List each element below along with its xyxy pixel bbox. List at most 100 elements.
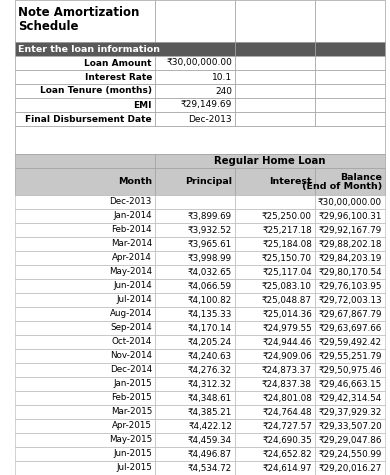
Text: ₹4,032.65: ₹4,032.65 xyxy=(188,267,232,276)
Bar xyxy=(15,42,235,56)
Text: ₹29,67,867.79: ₹29,67,867.79 xyxy=(319,310,382,319)
Text: Loan Tenure (months): Loan Tenure (months) xyxy=(40,86,152,95)
Bar xyxy=(155,279,235,293)
Text: Interest: Interest xyxy=(269,177,312,186)
Bar xyxy=(155,195,235,209)
Bar xyxy=(155,237,235,251)
Text: 10.1: 10.1 xyxy=(212,73,232,82)
Bar xyxy=(15,419,155,433)
Bar xyxy=(15,112,155,126)
Bar xyxy=(15,391,155,405)
Text: ₹29,92,167.79: ₹29,92,167.79 xyxy=(319,226,382,235)
Text: ₹29,59,492.42: ₹29,59,492.42 xyxy=(319,338,382,346)
Text: ₹29,29,047.86: ₹29,29,047.86 xyxy=(319,436,382,445)
Bar xyxy=(155,405,235,419)
Bar xyxy=(235,209,315,223)
Text: ₹4,276.32: ₹4,276.32 xyxy=(188,365,232,374)
Bar xyxy=(15,251,155,265)
Bar xyxy=(235,84,315,98)
Bar xyxy=(235,293,315,307)
Text: Mar-2015: Mar-2015 xyxy=(111,408,152,417)
Text: ₹4,240.63: ₹4,240.63 xyxy=(188,352,232,361)
Bar xyxy=(235,70,315,84)
Text: ₹29,20,016.27: ₹29,20,016.27 xyxy=(319,464,382,473)
Bar xyxy=(15,56,155,70)
Bar xyxy=(15,154,155,168)
Text: Mar-2014: Mar-2014 xyxy=(111,239,152,248)
Bar xyxy=(235,419,315,433)
Bar xyxy=(315,0,385,42)
Bar xyxy=(235,461,315,475)
Bar xyxy=(315,461,385,475)
Text: ₹4,066.59: ₹4,066.59 xyxy=(188,282,232,291)
Bar xyxy=(315,377,385,391)
Text: ₹29,76,103.95: ₹29,76,103.95 xyxy=(319,282,382,291)
Text: ₹24,873.37: ₹24,873.37 xyxy=(262,365,312,374)
Text: ₹29,96,100.31: ₹29,96,100.31 xyxy=(319,211,382,220)
Bar xyxy=(155,56,235,70)
Bar xyxy=(235,279,315,293)
Text: ₹24,837.38: ₹24,837.38 xyxy=(262,380,312,389)
Bar xyxy=(235,237,315,251)
Bar xyxy=(235,363,315,377)
Text: ₹29,24,550.99: ₹29,24,550.99 xyxy=(319,449,382,458)
Text: ₹24,690.35: ₹24,690.35 xyxy=(262,436,312,445)
Bar xyxy=(15,223,155,237)
Text: Enter the loan information: Enter the loan information xyxy=(18,45,160,54)
Bar xyxy=(315,168,385,195)
Text: 240: 240 xyxy=(215,86,232,95)
Text: ₹24,652.82: ₹24,652.82 xyxy=(262,449,312,458)
Bar xyxy=(315,98,385,112)
Bar xyxy=(235,56,315,70)
Bar xyxy=(315,307,385,321)
Bar xyxy=(155,98,235,112)
Bar xyxy=(315,447,385,461)
Text: ₹25,217.18: ₹25,217.18 xyxy=(262,226,312,235)
Bar xyxy=(315,195,385,209)
Bar xyxy=(315,42,385,56)
Bar xyxy=(15,405,155,419)
Text: (End of Month): (End of Month) xyxy=(302,182,382,191)
Bar xyxy=(235,168,315,195)
Bar xyxy=(155,433,235,447)
Bar xyxy=(15,209,155,223)
Text: ₹25,083.10: ₹25,083.10 xyxy=(262,282,312,291)
Bar xyxy=(15,447,155,461)
Text: ₹29,55,251.79: ₹29,55,251.79 xyxy=(319,352,382,361)
Bar xyxy=(155,447,235,461)
Bar xyxy=(155,0,235,42)
Bar xyxy=(315,293,385,307)
Bar xyxy=(315,237,385,251)
Text: ₹29,63,697.66: ₹29,63,697.66 xyxy=(319,323,382,332)
Text: ₹4,100.82: ₹4,100.82 xyxy=(188,295,232,304)
Bar xyxy=(15,98,155,112)
Bar xyxy=(155,112,235,126)
Text: ₹24,764.48: ₹24,764.48 xyxy=(262,408,312,417)
Text: Jun-2014: Jun-2014 xyxy=(113,282,152,291)
Bar xyxy=(15,70,155,84)
Bar xyxy=(155,321,235,335)
Text: ₹29,72,003.13: ₹29,72,003.13 xyxy=(318,295,382,304)
Bar xyxy=(15,84,155,98)
Bar xyxy=(15,363,155,377)
Bar xyxy=(235,223,315,237)
Text: ₹29,42,314.54: ₹29,42,314.54 xyxy=(319,393,382,402)
Bar xyxy=(315,84,385,98)
Text: Apr-2015: Apr-2015 xyxy=(112,421,152,430)
Text: Loan Amount: Loan Amount xyxy=(85,58,152,67)
Text: Feb-2015: Feb-2015 xyxy=(111,393,152,402)
Bar xyxy=(15,433,155,447)
Bar xyxy=(15,293,155,307)
Text: Dec-2013: Dec-2013 xyxy=(188,114,232,124)
Bar xyxy=(15,461,155,475)
Text: Jul-2014: Jul-2014 xyxy=(116,295,152,304)
Text: ₹29,88,202.18: ₹29,88,202.18 xyxy=(319,239,382,248)
Bar xyxy=(235,405,315,419)
Bar xyxy=(15,265,155,279)
Text: ₹4,348.61: ₹4,348.61 xyxy=(188,393,232,402)
Bar xyxy=(235,42,315,56)
Text: Dec-2013: Dec-2013 xyxy=(110,198,152,207)
Bar xyxy=(155,335,235,349)
Bar xyxy=(155,168,235,195)
Bar xyxy=(155,84,235,98)
